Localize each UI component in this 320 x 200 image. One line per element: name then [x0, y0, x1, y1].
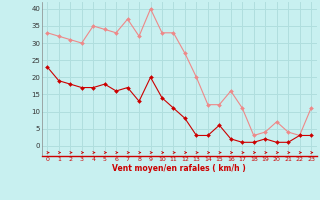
X-axis label: Vent moyen/en rafales ( km/h ): Vent moyen/en rafales ( km/h ) [112, 164, 246, 173]
